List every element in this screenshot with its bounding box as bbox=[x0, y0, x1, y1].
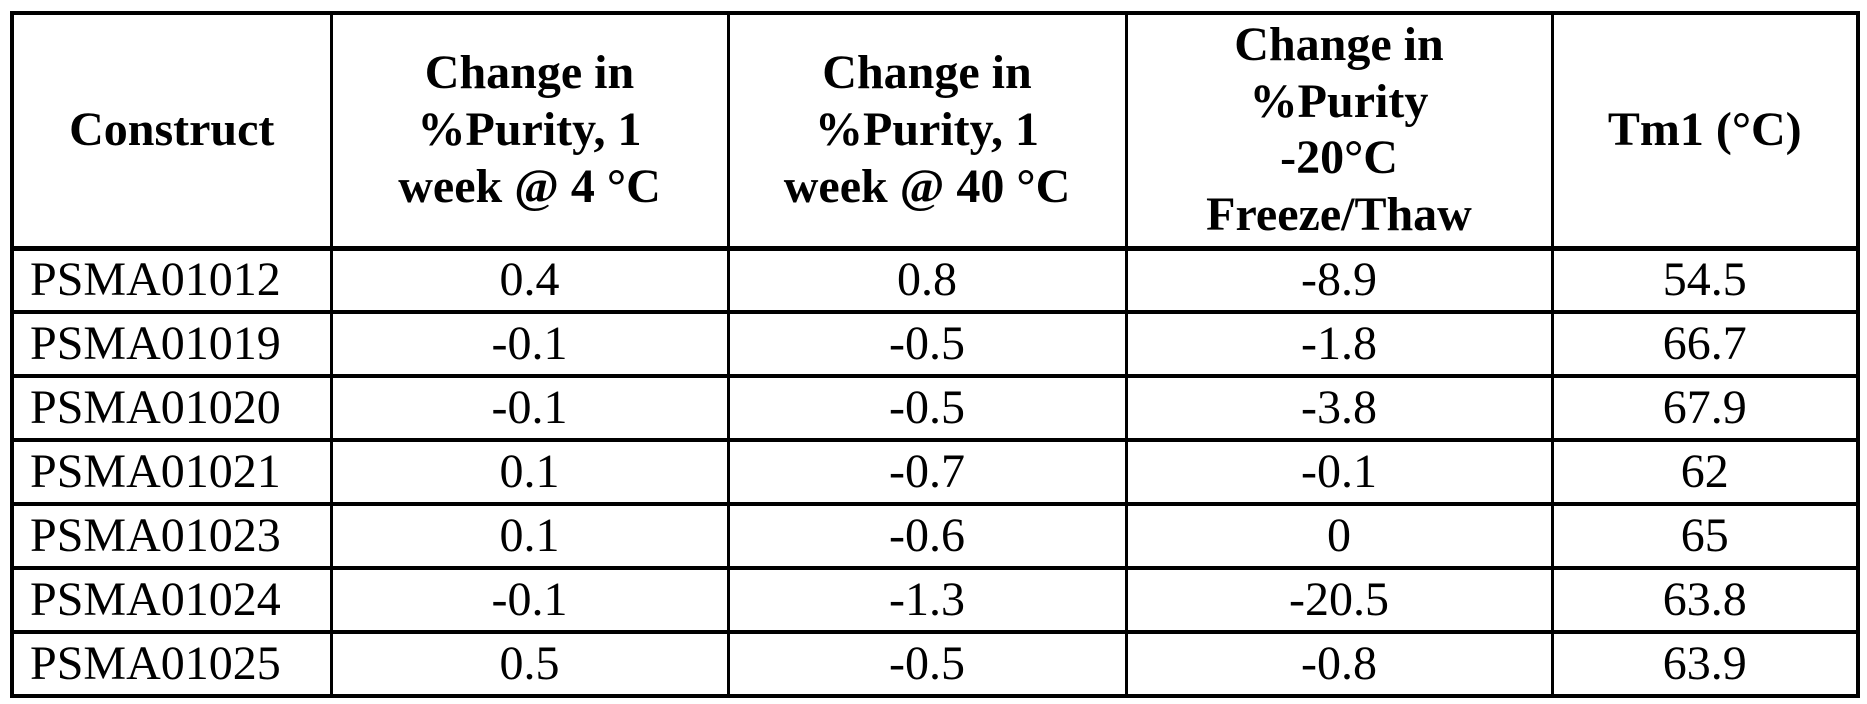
tm1-cell: 67.9 bbox=[1550, 374, 1860, 442]
purity-4c-cell: 0.1 bbox=[329, 438, 730, 506]
freeze-thaw-cell: -3.8 bbox=[1124, 374, 1554, 442]
construct-cell: PSMA01023 bbox=[10, 502, 333, 570]
construct-cell: PSMA01024 bbox=[10, 566, 333, 634]
purity-40c-cell: -0.6 bbox=[726, 502, 1128, 570]
col-header-change-purity-4c: Change in %Purity, 1 week @ 4 °C bbox=[329, 11, 730, 251]
freeze-thaw-cell: -0.1 bbox=[1124, 438, 1554, 506]
table-row: PSMA01012 0.4 0.8 -8.9 54.5 bbox=[10, 246, 1860, 314]
construct-cell: PSMA01020 bbox=[10, 374, 333, 442]
table-row: PSMA01025 0.5 -0.5 -0.8 63.9 bbox=[10, 630, 1860, 698]
table-row: PSMA01019 -0.1 -0.5 -1.8 66.7 bbox=[10, 310, 1860, 378]
table-row: PSMA01020 -0.1 -0.5 -3.8 67.9 bbox=[10, 374, 1860, 442]
purity-4c-cell: 0.1 bbox=[329, 502, 730, 570]
col-header-construct: Construct bbox=[10, 11, 333, 251]
tm1-cell: 66.7 bbox=[1550, 310, 1860, 378]
purity-40c-cell: -0.5 bbox=[726, 310, 1128, 378]
purity-4c-cell: 0.4 bbox=[329, 246, 730, 314]
purity-4c-cell: -0.1 bbox=[329, 566, 730, 634]
purity-4c-cell: -0.1 bbox=[329, 310, 730, 378]
tm1-cell: 54.5 bbox=[1550, 246, 1860, 314]
table-row: PSMA01023 0.1 -0.6 0 65 bbox=[10, 502, 1860, 570]
tm1-cell: 65 bbox=[1550, 502, 1860, 570]
purity-40c-cell: -0.5 bbox=[726, 374, 1128, 442]
table-row: PSMA01024 -0.1 -1.3 -20.5 63.8 bbox=[10, 566, 1860, 634]
purity-40c-cell: 0.8 bbox=[726, 246, 1128, 314]
freeze-thaw-cell: 0 bbox=[1124, 502, 1554, 570]
purity-40c-cell: -1.3 bbox=[726, 566, 1128, 634]
construct-cell: PSMA01019 bbox=[10, 310, 333, 378]
purity-4c-cell: -0.1 bbox=[329, 374, 730, 442]
construct-cell: PSMA01012 bbox=[10, 246, 333, 314]
col-header-change-purity-freeze-thaw: Change in %Purity -20°C Freeze/Thaw bbox=[1124, 11, 1554, 251]
col-header-change-purity-40c: Change in %Purity, 1 week @ 40 °C bbox=[726, 11, 1128, 251]
construct-cell: PSMA01021 bbox=[10, 438, 333, 506]
freeze-thaw-cell: -0.8 bbox=[1124, 630, 1554, 698]
tm1-cell: 62 bbox=[1550, 438, 1860, 506]
tm1-cell: 63.9 bbox=[1550, 630, 1860, 698]
construct-stability-table: Construct Change in %Purity, 1 week @ 4 … bbox=[10, 11, 1860, 698]
freeze-thaw-cell: -20.5 bbox=[1124, 566, 1554, 634]
freeze-thaw-cell: -1.8 bbox=[1124, 310, 1554, 378]
purity-4c-cell: 0.5 bbox=[329, 630, 730, 698]
construct-cell: PSMA01025 bbox=[10, 630, 333, 698]
table-row: PSMA01021 0.1 -0.7 -0.1 62 bbox=[10, 438, 1860, 506]
col-header-tm1: Tm1 (°C) bbox=[1550, 11, 1860, 251]
freeze-thaw-cell: -8.9 bbox=[1124, 246, 1554, 314]
purity-40c-cell: -0.7 bbox=[726, 438, 1128, 506]
header-row: Construct Change in %Purity, 1 week @ 4 … bbox=[10, 11, 1860, 251]
purity-40c-cell: -0.5 bbox=[726, 630, 1128, 698]
tm1-cell: 63.8 bbox=[1550, 566, 1860, 634]
